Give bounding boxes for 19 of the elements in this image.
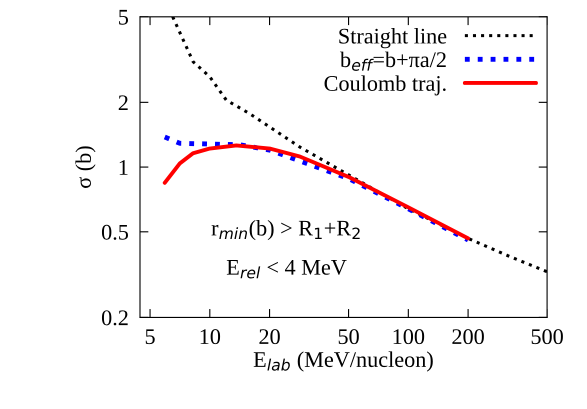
y-tick-label: 2 — [118, 95, 128, 110]
legend-label: Straight line — [339, 28, 446, 48]
x-tick-label: 5 — [146, 329, 155, 344]
y-axis-title: σ (b) — [75, 146, 96, 188]
x-tick-label: 10 — [200, 329, 220, 344]
x-tick-label: 500 — [532, 329, 563, 344]
legend-label: Coulomb traj. — [324, 75, 446, 96]
y-tick-label: 1 — [120, 160, 128, 175]
x-tick-label: 20 — [259, 329, 280, 344]
y-tick-label: 0.5 — [102, 224, 128, 240]
x-tick-label: 100 — [394, 329, 424, 344]
annotation: r$_{min}$(b) > R$_{1}$+R$_{2}$ — [212, 220, 360, 240]
x-tick-label: 200 — [452, 329, 484, 344]
x-tick-label: 50 — [338, 329, 359, 344]
x-axis-title: E$_{lab}$ (MeV/nucleon) — [254, 351, 433, 372]
y-tick-label: 5 — [119, 10, 128, 25]
legend-label: b$_{eff}$=b+πa/2 — [340, 52, 446, 71]
annotation: E$_{rel}$ < 4 MeV — [226, 260, 347, 278]
y-tick-label: 0.2 — [102, 310, 128, 326]
